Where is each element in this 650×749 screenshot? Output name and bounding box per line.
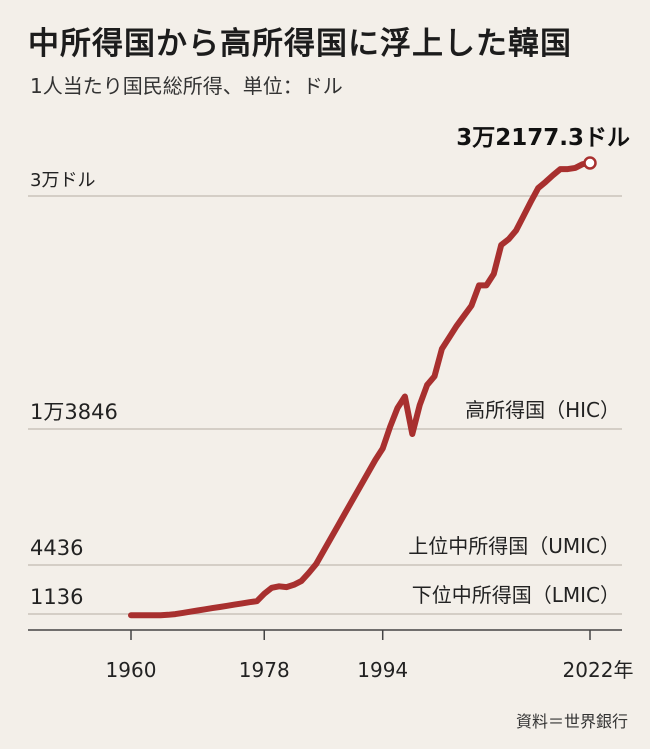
x-tick-label: 2022年 [563,658,634,682]
reference-value-label: 4436 [30,536,83,560]
chart-title: 中所得国から高所得国に浮上した韓国 [28,26,572,62]
endpoint-marker [583,156,597,170]
chart-subtitle: 1人当たり国民総所得、単位：ドル [30,74,343,98]
reference-value-label: 3万ドル [30,170,95,191]
income-category-label: 下位中所得国（LMIC） [412,583,620,607]
x-tick-label: 1994 [357,658,408,682]
reference-value-label: 1136 [30,585,83,609]
gni-series-line [128,160,593,619]
income-category-label: 上位中所得国（UMIC） [408,534,620,558]
x-tick-label: 1978 [239,658,290,682]
source-note: 資料＝世界銀行 [515,712,628,731]
income-category-label: 高所得国（HIC） [465,398,620,422]
reference-value-label: 1万3846 [30,400,118,424]
endpoint-value-label: 3万2177.3ドル [456,125,630,151]
x-tick-label: 1960 [106,658,157,682]
